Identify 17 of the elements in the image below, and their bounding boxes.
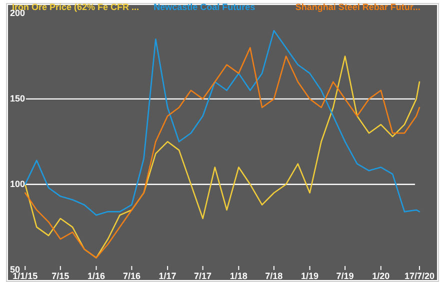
x-tick-label: 1/20 (372, 271, 390, 281)
x-tick-label: 7/19 (336, 271, 354, 281)
x-tick-label: 1/17 (158, 271, 176, 281)
text: Shanghai Steel Rebar Futur... (295, 2, 420, 12)
x-tick-label: 7/17 (194, 271, 212, 281)
line-series (24, 30, 420, 216)
y-tick-label: 100 (10, 179, 26, 190)
x-tick-label: 1/19 (301, 271, 319, 281)
x-tick-label: 1/18 (230, 271, 248, 281)
x-tick-label: 17/7/20 (404, 271, 434, 281)
x-tick-label: 7/16 (122, 271, 140, 281)
x-tick-label: 1/1/15 (12, 271, 38, 281)
text: Newcastle Coal Futures (154, 2, 256, 12)
y-tick-label: 150 (10, 94, 26, 104)
x-tick-label: 1/16 (87, 271, 106, 281)
x-tick-label: 7/18 (265, 271, 283, 281)
x-tick-label: 7/15 (52, 271, 70, 281)
